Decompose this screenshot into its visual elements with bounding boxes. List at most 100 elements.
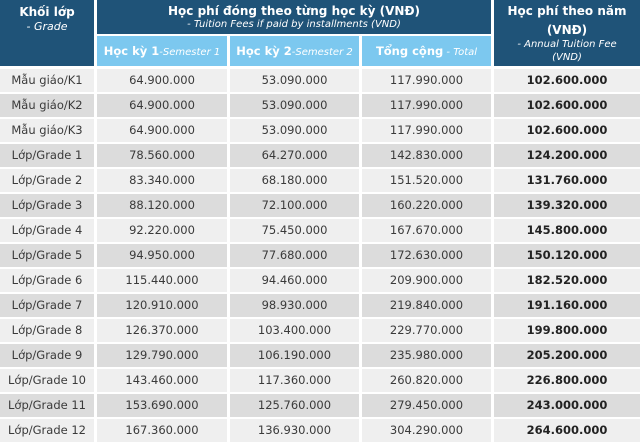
- grade-cell: Lớp/Grade 9: [0, 344, 94, 367]
- subheader-semester-2-en: -Semester 2: [291, 47, 353, 58]
- grade-cell: Lớp/Grade 7: [0, 294, 94, 317]
- subheader-semester-1-en: -Semester 1: [159, 47, 221, 58]
- semester-1-cell: 83.340.000: [97, 169, 227, 192]
- total-cell: 229.770.000: [362, 319, 491, 342]
- semester-2-cell: 68.180.000: [230, 169, 359, 192]
- annual-fee-cell: 124.200.000: [494, 144, 640, 167]
- annual-fee-cell: 226.800.000: [494, 369, 640, 392]
- header-annual: Học phí theo năm (VNĐ) - Annual Tuition …: [494, 0, 640, 66]
- table-row: Mẫu giáo/K2 64.900.000 53.090.000 117.990.0…: [0, 94, 640, 117]
- table-row: Lớp/Grade 6 115.440.000 94.460.000 209.900.…: [0, 269, 640, 292]
- subheader-total-en: - Total: [443, 47, 478, 58]
- table-row: Lớp/Grade 2 83.340.000 68.180.000 151.520.0…: [0, 169, 640, 192]
- total-cell: 117.990.000: [362, 69, 491, 92]
- annual-fee-cell: 182.520.000: [494, 269, 640, 292]
- semester-2-cell: 106.190.000: [230, 344, 359, 367]
- semester-2-cell: 103.400.000: [230, 319, 359, 342]
- total-cell: 117.990.000: [362, 94, 491, 117]
- grade-cell: Mẫu giáo/K2: [0, 94, 94, 117]
- total-cell: 279.450.000: [362, 394, 491, 417]
- semester-1-cell: 94.950.000: [97, 244, 227, 267]
- header-annual-subtitle-2: (VND): [552, 52, 582, 63]
- grade-cell: Lớp/Grade 1: [0, 144, 94, 167]
- grade-cell: Lớp/Grade 10: [0, 369, 94, 392]
- subheader-semester-2-label: Học kỳ 2: [236, 44, 292, 58]
- total-cell: 219.840.000: [362, 294, 491, 317]
- subheader-semester-1-label: Học kỳ 1: [103, 44, 160, 58]
- total-cell: 142.830.000: [362, 144, 491, 167]
- semester-2-cell: 53.090.000: [230, 119, 359, 142]
- total-cell: 172.630.000: [362, 244, 491, 267]
- annual-fee-cell: 102.600.000: [494, 119, 640, 142]
- subheader-semester-1: Học kỳ 1-Semester 1: [97, 36, 227, 66]
- semester-2-cell: 77.680.000: [230, 244, 359, 267]
- table-row: Lớp/Grade 12 167.360.000 136.930.000 304.29…: [0, 419, 640, 442]
- total-cell: 167.670.000: [362, 219, 491, 242]
- table-row: Lớp/Grade 10 143.460.000 117.360.000 260.82…: [0, 369, 640, 392]
- table-row: Lớp/Grade 8 126.370.000 103.400.000 229.770…: [0, 319, 640, 342]
- header-annual-subtitle-1: - Annual Tuition Fee: [517, 39, 617, 50]
- semester-1-cell: 120.910.000: [97, 294, 227, 317]
- semester-1-cell: 129.790.000: [97, 344, 227, 367]
- annual-fee-cell: 264.600.000: [494, 419, 640, 442]
- subheader-total: Tổng cộng - Total: [362, 36, 491, 66]
- semester-2-cell: 117.360.000: [230, 369, 359, 392]
- semester-2-cell: 53.090.000: [230, 94, 359, 117]
- header-annual-title-1: Học phí theo năm: [507, 4, 627, 18]
- annual-fee-cell: 102.600.000: [494, 94, 640, 117]
- semester-2-cell: 53.090.000: [230, 69, 359, 92]
- semester-2-cell: 125.760.000: [230, 394, 359, 417]
- annual-fee-cell: 205.200.000: [494, 344, 640, 367]
- annual-fee-cell: 131.760.000: [494, 169, 640, 192]
- header-installments: Học phí đóng theo từng học kỳ (VNĐ) - Tu…: [97, 0, 491, 34]
- grade-cell: Lớp/Grade 5: [0, 244, 94, 267]
- table-row: Lớp/Grade 7 120.910.000 98.930.000 219.840.…: [0, 294, 640, 317]
- semester-2-cell: 72.100.000: [230, 194, 359, 217]
- total-cell: 235.980.000: [362, 344, 491, 367]
- grade-cell: Lớp/Grade 11: [0, 394, 94, 417]
- semester-1-cell: 64.900.000: [97, 69, 227, 92]
- grade-cell: Lớp/Grade 3: [0, 194, 94, 217]
- table-row: Lớp/Grade 9 129.790.000 106.190.000 235.980…: [0, 344, 640, 367]
- semester-2-cell: 75.450.000: [230, 219, 359, 242]
- table-row: Lớp/Grade 3 88.120.000 72.100.000 160.220.0…: [0, 194, 640, 217]
- annual-fee-cell: 145.800.000: [494, 219, 640, 242]
- semester-1-cell: 92.220.000: [97, 219, 227, 242]
- semester-1-cell: 115.440.000: [97, 269, 227, 292]
- table-row: Lớp/Grade 5 94.950.000 77.680.000 172.630.0…: [0, 244, 640, 267]
- grade-cell: Lớp/Grade 12: [0, 419, 94, 442]
- total-cell: 304.290.000: [362, 419, 491, 442]
- semester-1-cell: 153.690.000: [97, 394, 227, 417]
- header-annual-title-2: (VNĐ): [546, 23, 588, 37]
- semester-2-cell: 64.270.000: [230, 144, 359, 167]
- annual-fee-cell: 150.120.000: [494, 244, 640, 267]
- total-cell: 160.220.000: [362, 194, 491, 217]
- semester-1-cell: 64.900.000: [97, 94, 227, 117]
- annual-fee-cell: 243.000.000: [494, 394, 640, 417]
- table-row: Mẫu giáo/K1 64.900.000 53.090.000 117.990.0…: [0, 69, 640, 92]
- semester-2-cell: 98.930.000: [230, 294, 359, 317]
- grade-cell: Mẫu giáo/K3: [0, 119, 94, 142]
- grade-cell: Lớp/Grade 8: [0, 319, 94, 342]
- table-row: Mẫu giáo/K3 64.900.000 53.090.000 117.990.0…: [0, 119, 640, 142]
- semester-1-cell: 126.370.000: [97, 319, 227, 342]
- subheader-total-label: Tổng cộng: [375, 44, 444, 58]
- table-row: Lớp/Grade 1 78.560.000 64.270.000 142.830.0…: [0, 144, 640, 167]
- subheader-semester-2: Học kỳ 2-Semester 2: [230, 36, 359, 66]
- table-row: Lớp/Grade 11 153.690.000 125.760.000 279.45…: [0, 394, 640, 417]
- header-grade: Khối lớp - Grade: [0, 0, 94, 66]
- annual-fee-cell: 102.600.000: [494, 69, 640, 92]
- semester-2-cell: 94.460.000: [230, 269, 359, 292]
- annual-fee-cell: 139.320.000: [494, 194, 640, 217]
- grade-cell: Lớp/Grade 6: [0, 269, 94, 292]
- semester-1-cell: 78.560.000: [97, 144, 227, 167]
- annual-fee-cell: 191.160.000: [494, 294, 640, 317]
- header-installments-title: Học phí đóng theo từng học kỳ (VNĐ): [168, 4, 420, 18]
- total-cell: 117.990.000: [362, 119, 491, 142]
- annual-fee-cell: 199.800.000: [494, 319, 640, 342]
- semester-1-cell: 88.120.000: [97, 194, 227, 217]
- grade-cell: Mẫu giáo/K1: [0, 69, 94, 92]
- semester-1-cell: 143.460.000: [97, 369, 227, 392]
- total-cell: 209.900.000: [362, 269, 491, 292]
